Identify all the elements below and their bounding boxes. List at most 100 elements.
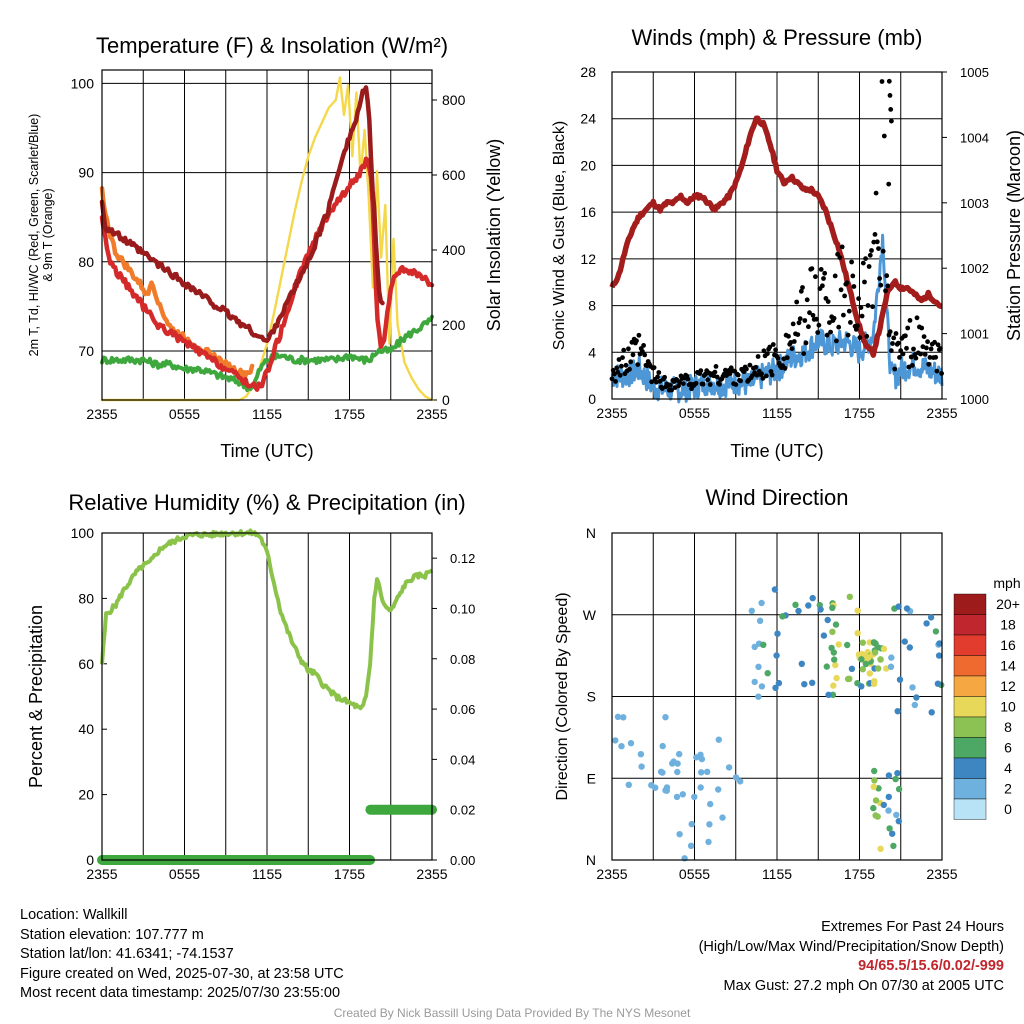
gust-point xyxy=(717,381,722,387)
colorbar-swatch xyxy=(953,675,987,697)
direction-point xyxy=(835,641,842,648)
chart-title: Temperature (F) & Insolation (W/m²) xyxy=(96,33,448,58)
y-tick-label: 90 xyxy=(78,165,94,181)
y-right-tick-label: 1004 xyxy=(960,130,989,145)
direction-point xyxy=(637,751,645,758)
direction-point xyxy=(866,670,873,677)
gust-point xyxy=(816,322,822,328)
y-right-tick-label: 400 xyxy=(442,242,466,258)
direction-point xyxy=(773,652,780,659)
credit-line: Created By Nick Bassill Using Data Provi… xyxy=(333,1006,691,1020)
y-tick-label: 8 xyxy=(588,298,596,314)
direction-point xyxy=(909,684,916,691)
gust-point xyxy=(773,347,778,353)
gust-point xyxy=(747,362,753,368)
y-tick-label: 20 xyxy=(78,787,94,803)
gust-point xyxy=(635,362,641,367)
direction-point xyxy=(809,679,816,686)
x-tick-label: 1755 xyxy=(334,866,365,882)
direction-point xyxy=(896,676,904,683)
direction-point xyxy=(901,638,908,645)
gust-point xyxy=(821,276,826,281)
direction-point xyxy=(858,683,865,690)
most-recent-timestamp: Most recent data timestamp: 2025/07/30 2… xyxy=(20,985,341,1001)
gust-point xyxy=(620,355,625,360)
gust-point xyxy=(801,351,807,356)
y-right-tick-label: 0.02 xyxy=(450,803,475,818)
gust-point xyxy=(831,315,837,321)
direction-point xyxy=(903,605,911,612)
gust-point xyxy=(905,325,911,331)
x-tick-label: 0555 xyxy=(679,866,710,882)
gust-point xyxy=(880,248,886,254)
x-tick-label: 0555 xyxy=(169,406,200,422)
y-right-tick-label: 0 xyxy=(442,392,450,408)
x-tick-label: 1155 xyxy=(252,406,282,422)
gust-point xyxy=(641,343,646,348)
series-td-line xyxy=(100,314,434,393)
gust-point xyxy=(655,374,660,380)
colorbar-label: 20+ xyxy=(996,596,1020,612)
direction-point xyxy=(890,842,897,850)
direction-point xyxy=(691,793,698,800)
direction-point xyxy=(614,713,622,720)
gust-point xyxy=(897,355,902,360)
direction-point xyxy=(674,768,681,776)
gust-point xyxy=(873,190,879,196)
direction-point xyxy=(859,639,866,646)
direction-point xyxy=(871,767,878,775)
direction-point xyxy=(662,787,669,794)
x-tick-label: 2355 xyxy=(596,866,627,882)
y-right-tick-label: 0.10 xyxy=(450,601,475,616)
gust-point xyxy=(810,312,816,318)
gust-point xyxy=(760,376,766,381)
colorbar-swatch xyxy=(953,798,987,820)
direction-point xyxy=(706,821,713,828)
gust-point xyxy=(892,366,898,372)
gust-point xyxy=(839,244,845,250)
gust-point xyxy=(864,333,870,339)
gust-point xyxy=(656,370,662,375)
colorbar-label: 0 xyxy=(1004,801,1012,817)
direction-point xyxy=(875,665,882,672)
y-tick-label: 28 xyxy=(580,64,596,80)
gust-point xyxy=(848,320,853,325)
direction-point xyxy=(775,679,783,687)
x-axis-label: Time (UTC) xyxy=(220,441,313,461)
colorbar-label: 4 xyxy=(1004,760,1012,776)
x-tick-label: 2355 xyxy=(86,866,117,882)
direction-point xyxy=(854,630,861,637)
colorbar-swatch xyxy=(953,716,987,738)
gust-point xyxy=(888,107,894,112)
direction-point xyxy=(848,665,856,672)
humidity-chart: 2355 0555 1155 1755 23550204060801000.000.02… xyxy=(26,490,475,882)
temp-plot-frame xyxy=(101,69,433,401)
direction-point xyxy=(648,782,655,789)
direction-point xyxy=(755,693,762,700)
gust-point xyxy=(619,363,624,369)
gust-point xyxy=(693,380,699,386)
direction-point xyxy=(880,801,887,809)
gust-point xyxy=(630,352,636,358)
y-tick-label: 80 xyxy=(78,254,94,270)
temperature-chart: 2355 0555 1155 1755 2355 70 80 90 100 0 200 400 600 8… xyxy=(27,33,504,461)
x-tick-label: 2355 xyxy=(416,406,447,422)
direction-point xyxy=(748,607,755,614)
direction-point xyxy=(676,831,683,838)
gust-point xyxy=(832,273,838,279)
gust-point xyxy=(858,305,864,310)
gust-point xyxy=(851,284,857,289)
direction-point xyxy=(932,628,940,635)
gust-point xyxy=(700,381,706,387)
direction-point xyxy=(865,654,872,661)
series-rh-line xyxy=(100,528,434,711)
gust-point xyxy=(900,351,906,357)
y-right-tick-label: 0.04 xyxy=(450,752,475,767)
gust-point xyxy=(871,239,877,245)
station-info: Location: Wallkill Station elevation: 10… xyxy=(20,906,344,1004)
gust-point xyxy=(827,320,832,325)
x-tick-label: 1755 xyxy=(844,866,875,882)
y-right-tick-label: 200 xyxy=(442,317,466,333)
y-right-tick-label: 1001 xyxy=(960,327,989,342)
gust-point xyxy=(668,383,673,388)
